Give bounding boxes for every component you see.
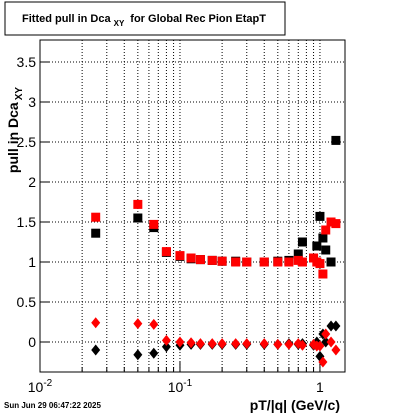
diamond-marker	[321, 336, 331, 348]
square-marker	[318, 269, 328, 279]
diamond-marker	[91, 344, 101, 356]
y-tick-label: 0	[28, 334, 36, 350]
diamond-marker	[207, 338, 217, 350]
diamond-marker	[195, 338, 205, 350]
square-marker	[91, 212, 101, 222]
y-tick-label: 3.5	[17, 54, 37, 70]
diamond-marker	[284, 338, 294, 350]
x-tick-exponent: -2	[43, 378, 52, 389]
diamond-marker	[161, 334, 171, 346]
x-tick-label: 1	[316, 379, 324, 395]
square-marker	[326, 257, 336, 267]
diamond-marker	[259, 338, 269, 350]
square-marker	[297, 257, 307, 267]
x-tick-label: 10-1	[168, 378, 193, 395]
title-box	[4, 1, 286, 36]
square-marker	[284, 257, 294, 267]
x-tick-base: 10	[28, 379, 44, 395]
plot-area: 00.511.522.533.510-2 10-1 1	[17, 39, 346, 395]
diamond-marker	[231, 338, 241, 350]
y-tick-label: 2.5	[17, 134, 37, 150]
diamond-marker	[331, 344, 341, 356]
diamond-marker	[326, 320, 336, 332]
diamond-marker	[217, 338, 227, 350]
diamond-marker	[133, 349, 143, 361]
y-tick-label: 1.5	[17, 214, 37, 230]
diamond-marker	[242, 338, 252, 350]
diamond-marker	[297, 339, 307, 351]
y-tick-label: 2	[28, 174, 36, 190]
square-marker	[312, 241, 322, 251]
y-axis-label: pull in DcaXY	[5, 87, 25, 173]
diamond-marker	[91, 317, 101, 329]
square-marker	[91, 228, 101, 238]
square-marker	[331, 135, 341, 145]
y-label-sub: XY	[14, 87, 25, 101]
square-marker	[161, 247, 171, 257]
square-marker	[186, 253, 196, 263]
x-tick-exponent: -1	[183, 378, 192, 389]
square-marker	[149, 219, 159, 229]
chart-title: Fitted pull in Dca	[22, 13, 111, 25]
diamond-marker	[318, 356, 328, 368]
square-marker	[318, 233, 328, 243]
diamond-marker	[175, 336, 185, 348]
diamond-marker	[321, 328, 331, 340]
title-rest: for Global Rec Pion EtapT	[130, 13, 266, 25]
plot-frame	[39, 39, 346, 373]
square-marker	[273, 257, 283, 267]
x-axis-label: pT/|q| (GeV/c)	[250, 397, 340, 413]
diamond-marker	[186, 337, 196, 349]
title-subscript: XY	[114, 19, 125, 28]
square-marker	[293, 249, 303, 259]
diamond-marker	[133, 318, 143, 330]
square-marker	[321, 225, 331, 235]
square-marker	[195, 255, 205, 265]
square-marker	[259, 257, 269, 267]
square-marker	[315, 211, 325, 221]
square-marker	[175, 251, 185, 261]
diamond-marker	[331, 320, 341, 332]
diamond-marker	[149, 318, 159, 330]
y-label-main: pull in Dca	[5, 102, 21, 173]
x-tick-label: 10-2	[28, 378, 53, 395]
square-marker	[315, 259, 325, 269]
square-marker	[321, 245, 331, 255]
x-tick-base: 10	[168, 379, 184, 395]
square-marker	[326, 217, 336, 227]
footer: Sun Jun 29 06:47:22 2025	[4, 401, 101, 410]
square-marker	[133, 213, 143, 223]
diamond-marker	[273, 338, 283, 350]
diamond-marker	[326, 336, 336, 348]
y-tick-label: 1	[28, 254, 36, 270]
square-marker	[207, 255, 217, 265]
diamond-marker	[149, 347, 159, 359]
title-text: Fitted pull in Dca XY for Global Rec Pion …	[22, 13, 266, 28]
diamond-marker	[161, 341, 171, 353]
square-marker	[217, 256, 227, 266]
diamond-marker	[315, 340, 325, 352]
x-tick-base: 1	[316, 379, 324, 395]
y-tick-label: 3	[28, 94, 36, 110]
square-marker	[331, 219, 341, 229]
square-marker	[297, 237, 307, 247]
square-marker	[231, 257, 241, 267]
square-marker	[242, 257, 252, 267]
y-tick-label: 0.5	[17, 294, 37, 310]
square-marker	[133, 199, 143, 209]
